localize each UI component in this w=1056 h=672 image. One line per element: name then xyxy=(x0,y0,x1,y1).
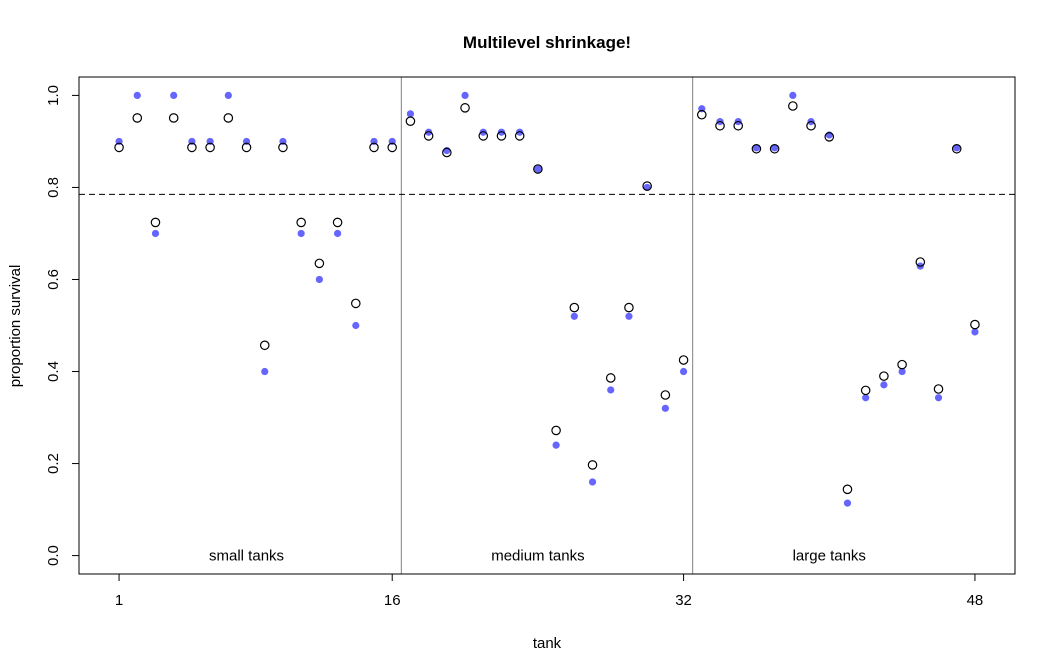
estimated-proportion-point xyxy=(314,258,325,269)
raw-proportion-point xyxy=(607,386,615,394)
estimated-proportion-point xyxy=(551,425,561,436)
raw-proportion-point xyxy=(898,367,906,376)
estimated-proportion-point xyxy=(788,101,798,111)
raw-proportion-point xyxy=(588,478,597,486)
group-label-small-tanks: small tanks xyxy=(209,548,284,565)
estimated-proportion-point xyxy=(660,390,671,400)
x-tick-label: 32 xyxy=(675,592,692,609)
y-tick-label: 0.6 xyxy=(45,269,62,290)
estimated-proportion-point xyxy=(205,142,215,153)
raw-proportion-point xyxy=(643,183,651,192)
estimated-proportion-point xyxy=(915,257,926,267)
estimated-proportion-point xyxy=(387,142,398,153)
estimated-proportion-point xyxy=(842,484,853,495)
raw-proportion-point xyxy=(333,229,342,238)
raw-proportion-point xyxy=(224,91,232,100)
raw-proportion-point xyxy=(406,110,415,118)
estimated-proportion-point xyxy=(514,131,525,141)
estimated-proportion-point xyxy=(879,371,889,381)
estimated-proportion-point xyxy=(114,142,124,153)
y-tick-label: 0.2 xyxy=(45,453,62,474)
estimated-proportion-point xyxy=(369,142,379,153)
estimated-proportion-point xyxy=(970,319,980,330)
y-tick-label: 1.0 xyxy=(45,85,62,106)
estimated-proportion-point xyxy=(897,359,907,370)
y-axis-title: proportion survival xyxy=(7,265,24,388)
estimated-proportion-point xyxy=(223,113,234,123)
estimated-proportion-point xyxy=(642,181,652,191)
estimated-proportion-point xyxy=(806,120,816,131)
raw-proportion-point xyxy=(552,441,560,449)
estimated-proportion-point xyxy=(605,373,616,383)
group-label-medium-tanks: medium tanks xyxy=(491,548,584,565)
estimated-proportion-point xyxy=(733,120,744,131)
estimated-proportion-point xyxy=(751,143,762,154)
raw-proportion-point xyxy=(953,144,961,152)
estimated-proportion-point xyxy=(624,302,634,313)
raw-proportion-point xyxy=(625,312,633,320)
estimated-proportion-point xyxy=(496,131,507,141)
chart-title: Multilevel shrinkage! xyxy=(463,33,631,52)
raw-proportion-point xyxy=(934,394,943,402)
estimated-proportion-point xyxy=(678,355,689,365)
estimated-proportion-point xyxy=(460,103,470,113)
y-tick-label: 0.8 xyxy=(45,177,62,198)
raw-proportion-point xyxy=(461,91,469,100)
raw-proportion-point xyxy=(151,229,160,238)
raw-proportion-point xyxy=(843,499,852,507)
y-tick-label: 0.0 xyxy=(45,545,62,566)
estimated-proportion-point xyxy=(350,298,361,309)
estimated-proportion-point xyxy=(278,142,288,153)
raw-proportion-point xyxy=(570,312,578,320)
estimated-proportion-point xyxy=(569,302,580,313)
estimated-proportion-point xyxy=(933,384,944,394)
plot-frame xyxy=(78,76,1016,575)
raw-proportion-point xyxy=(679,367,688,376)
estimated-proportion-point xyxy=(478,131,489,141)
x-tick-label: 48 xyxy=(967,592,984,609)
raw-proportion-point xyxy=(170,91,178,100)
estimated-proportion-point xyxy=(533,164,543,174)
raw-proportion-point xyxy=(862,394,870,402)
estimated-proportion-point xyxy=(241,142,252,153)
raw-proportion-point xyxy=(752,144,761,152)
raw-proportion-point xyxy=(352,321,360,330)
raw-proportion-point xyxy=(661,404,669,412)
estimated-proportion-point xyxy=(860,385,871,396)
estimated-proportion-point xyxy=(423,131,434,141)
estimated-proportion-point xyxy=(824,132,835,142)
y-tick-label: 0.4 xyxy=(45,361,62,382)
estimated-proportion-point xyxy=(696,109,707,120)
estimated-proportion-point xyxy=(168,113,179,123)
raw-proportion-point xyxy=(880,381,888,389)
raw-proportion-point xyxy=(771,144,779,152)
raw-proportion-point xyxy=(261,367,269,376)
x-axis-title: tank xyxy=(533,635,562,652)
estimated-proportion-point xyxy=(442,147,452,158)
raw-proportion-point xyxy=(971,328,979,336)
estimated-proportion-point xyxy=(769,143,780,154)
estimated-proportion-point xyxy=(332,217,343,228)
raw-proportion-point xyxy=(534,165,542,173)
raw-proportion-point xyxy=(133,91,141,100)
estimated-proportion-point xyxy=(587,460,598,470)
estimated-proportion-point xyxy=(715,120,725,131)
x-tick-label: 1 xyxy=(115,592,123,609)
x-tick-label: 16 xyxy=(384,592,401,609)
raw-proportion-point xyxy=(315,275,323,284)
raw-proportion-point xyxy=(297,229,305,238)
estimated-proportion-point xyxy=(405,116,416,126)
group-label-large-tanks: large tanks xyxy=(793,548,866,565)
estimated-proportion-point xyxy=(951,143,962,154)
raw-proportion-point xyxy=(789,91,797,100)
estimated-proportion-point xyxy=(259,340,270,351)
estimated-proportion-point xyxy=(296,217,306,228)
estimated-proportion-point xyxy=(187,142,197,153)
estimated-proportion-point xyxy=(132,113,143,123)
plot-area: small tanks medium tanks large tanks xyxy=(79,77,1015,574)
estimated-proportion-point xyxy=(150,217,161,228)
